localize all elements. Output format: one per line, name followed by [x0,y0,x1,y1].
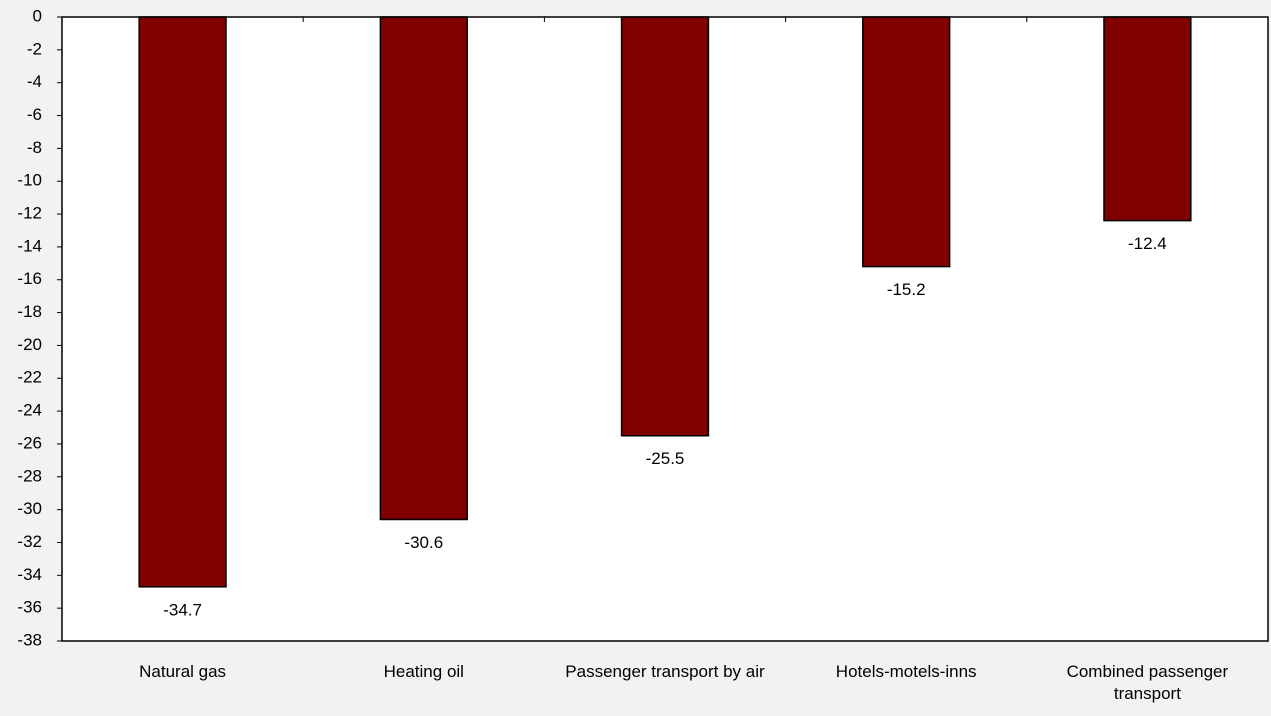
y-tick-label: -30 [17,499,42,518]
x-tick-label: Passenger transport by air [565,662,765,681]
y-tick-label: -34 [17,565,42,584]
y-tick-label: -12 [17,204,42,223]
bar [379,16,468,521]
x-tick-label: Natural gas [139,662,227,681]
y-tick-label: -36 [17,598,42,617]
y-tick-label: -10 [17,171,42,190]
x-tick-label: Combined passenger transport [1066,662,1229,703]
y-tick-label: -20 [17,335,42,354]
bar [862,16,951,268]
y-tick-label: -32 [17,532,42,551]
data-label: -12.4 [1128,234,1167,253]
y-tick-label: -28 [17,466,42,485]
x-tick-label: Hotels-motels-inns [835,662,977,681]
data-label: -25.5 [646,449,685,468]
bar [1103,16,1192,222]
y-tick-label: -24 [17,401,42,420]
y-tick-label: -14 [17,236,42,255]
y-tick-label: -2 [27,39,42,58]
y-tick-label: -18 [17,302,42,321]
y-tick-label: -16 [17,269,42,288]
y-tick-label: -8 [27,138,42,157]
y-tick-label: -4 [27,72,42,91]
bar [138,16,227,588]
y-tick-label: -38 [17,630,42,649]
plot-border [61,16,1269,642]
data-label: -15.2 [887,280,926,299]
y-tick-label: 0 [33,6,42,25]
y-tick-label: -6 [27,105,42,124]
data-label: -30.6 [404,533,443,552]
x-tick-label: Heating oil [383,662,464,681]
y-tick-label: -22 [17,368,42,387]
data-label: -34.7 [163,600,202,619]
y-tick-label: -26 [17,433,42,452]
bar [620,16,710,437]
